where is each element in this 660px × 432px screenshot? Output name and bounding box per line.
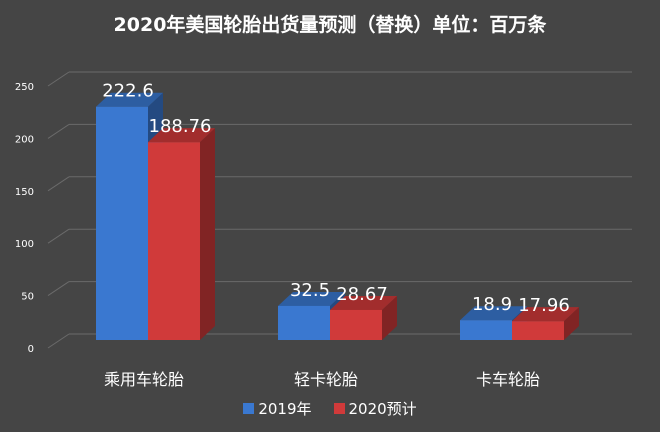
- bar-top: [96, 92, 163, 107]
- y-tick-label: 0: [28, 344, 34, 355]
- gridline-depth: [47, 333, 70, 349]
- bar-value-label: 188.76: [149, 116, 212, 137]
- legend-item-2020: 2020预计: [333, 398, 417, 419]
- gridline-depth: [47, 176, 70, 192]
- bar-top: [148, 128, 215, 143]
- legend-label-2019: 2019年: [258, 400, 312, 418]
- legend-swatch-2019: [243, 403, 255, 414]
- x-tick-label: 轻卡轮胎: [294, 370, 358, 389]
- legend-label-2020: 2020预计: [348, 400, 417, 418]
- bar: [512, 321, 564, 340]
- y-tick-label: 150: [15, 187, 34, 198]
- gridline-depth: [47, 228, 70, 244]
- bar-top: [278, 291, 345, 306]
- x-tick-label: 卡车轮胎: [476, 370, 540, 389]
- bar: [460, 320, 512, 340]
- bar-value-label: 32.5: [290, 280, 330, 301]
- y-tick-label: 100: [15, 239, 34, 250]
- chart-title: 2020年美国轮胎出货量预测（替换）单位：百万条: [113, 14, 547, 36]
- y-tick-label: 200: [15, 134, 34, 145]
- gridline-depth: [47, 281, 70, 297]
- bar-value-label: 18.9: [472, 294, 512, 315]
- y-tick-label: 50: [21, 292, 34, 303]
- bar: [96, 106, 148, 340]
- y-tick-label: 250: [15, 82, 34, 93]
- bar: [148, 142, 200, 340]
- bar-side: [200, 128, 215, 340]
- bar-side: [382, 295, 397, 340]
- legend-item-2019: 2019年: [243, 398, 312, 419]
- x-tick-label: 乘用车轮胎: [104, 370, 184, 389]
- gridline-depth: [47, 71, 70, 87]
- bar: [330, 309, 382, 340]
- gridline-depth: [47, 123, 70, 139]
- legend: 2019年 2020预计: [0, 398, 660, 419]
- bar-side: [564, 307, 579, 340]
- bar-value-label: 28.67: [336, 284, 388, 305]
- bar-value-label: 222.6: [102, 81, 154, 102]
- bar-top: [512, 307, 579, 322]
- bar-top: [460, 306, 527, 321]
- bar-value-label: 17.96: [518, 295, 570, 316]
- bar-top: [330, 295, 397, 310]
- bar: [278, 305, 330, 340]
- legend-swatch-2020: [333, 403, 345, 414]
